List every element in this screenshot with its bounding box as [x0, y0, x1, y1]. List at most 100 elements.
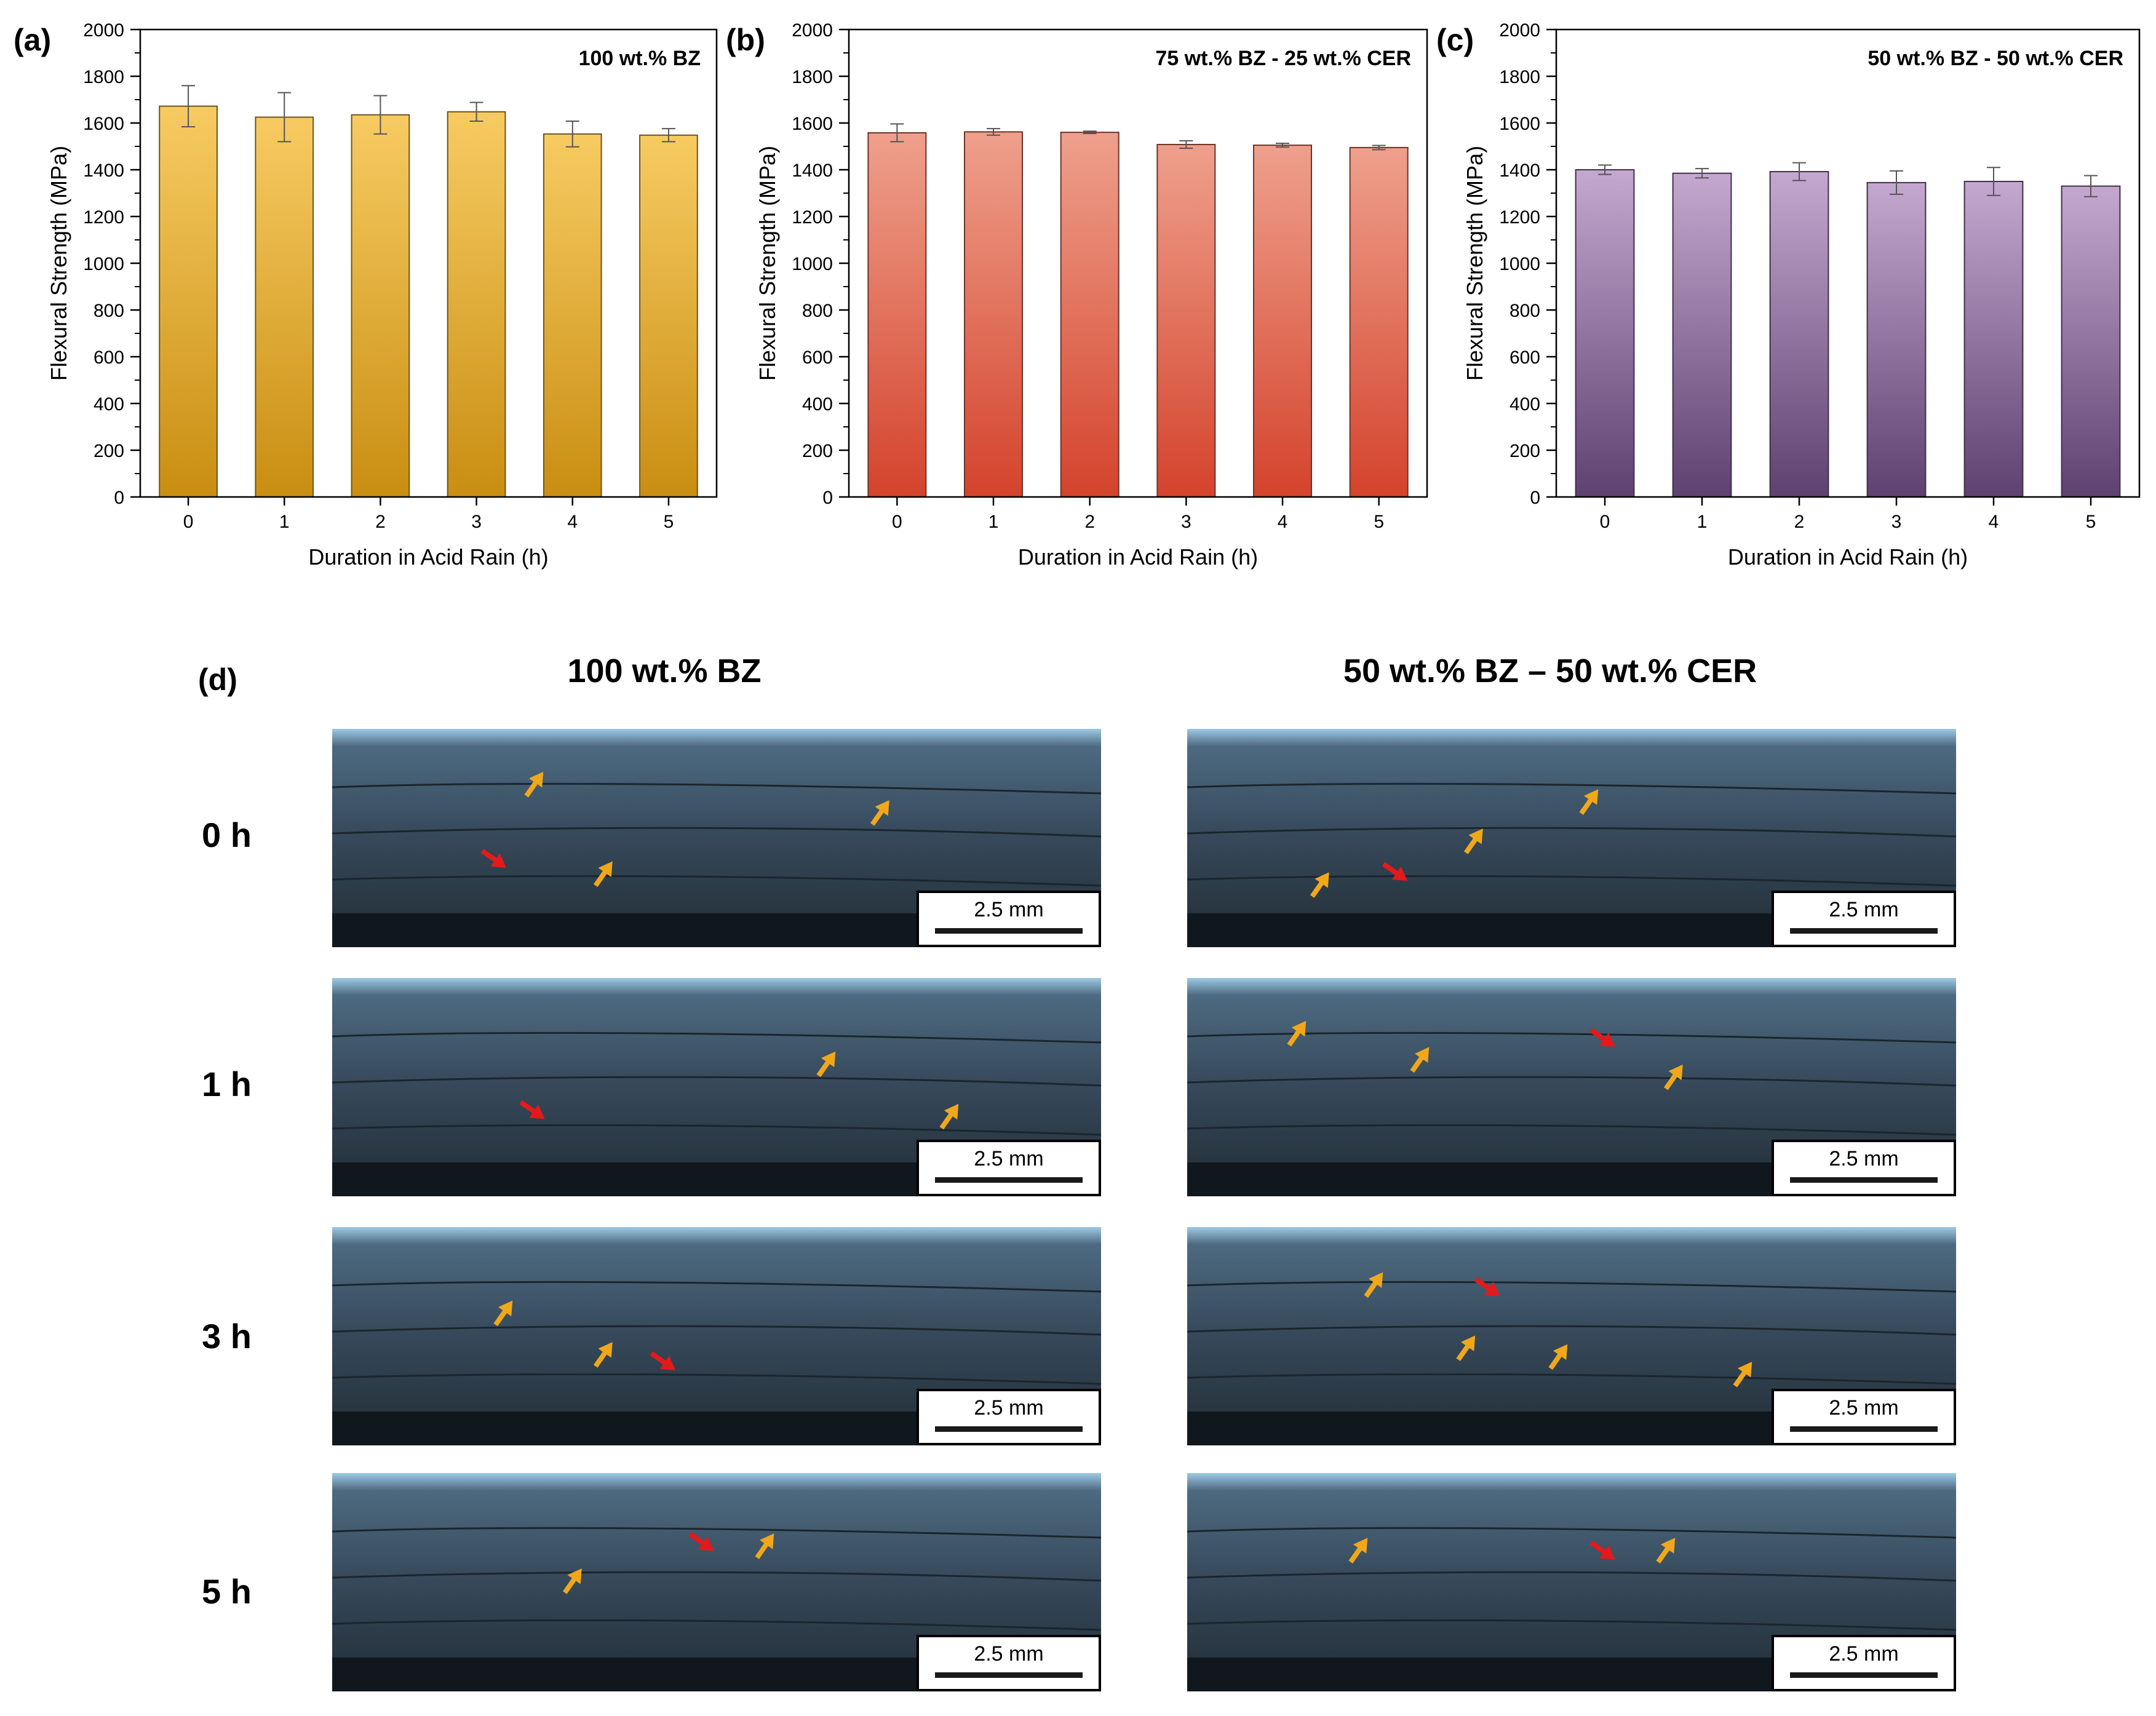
crack-arrow-icon	[562, 1568, 582, 1594]
bar-1	[255, 116, 314, 498]
y-tick-label: 1800	[83, 67, 124, 87]
crack-arrow-icon	[593, 1342, 613, 1368]
ply-boundary	[332, 875, 1102, 887]
micrograph-3h-bz-cer: 2.5 mm	[1187, 1227, 1957, 1445]
bar-0	[867, 132, 927, 498]
bar-1	[1672, 172, 1732, 498]
y-tick-label: 2000	[1499, 20, 1540, 41]
scale-bar: 2.5 mm	[917, 1389, 1101, 1445]
bar-2	[1060, 132, 1120, 498]
panel-label: (a)	[14, 23, 51, 57]
bar-4	[1253, 145, 1312, 498]
y-tick-label: 1600	[792, 114, 833, 134]
y-tick-label: 2000	[83, 20, 124, 41]
scale-bar-line	[1790, 1177, 1938, 1183]
ply-boundary	[332, 1124, 1102, 1136]
ply-boundary	[1187, 1031, 1957, 1044]
x-tick-label: 1	[988, 512, 999, 532]
fracture-arrow-icon	[650, 1351, 676, 1370]
scale-bar-line	[1790, 1426, 1938, 1432]
y-tick-label: 1400	[83, 161, 124, 181]
y-tick-label: 1600	[1499, 114, 1540, 134]
bar-1	[964, 131, 1023, 498]
scale-bar: 2.5 mm	[1772, 1635, 1956, 1691]
ply-boundary	[1187, 1527, 1957, 1539]
row-label-5h: 5 h	[202, 1572, 252, 1611]
y-tick-label: 0	[822, 488, 833, 508]
y-axis-label: Flexural Strength (MPa)	[1462, 146, 1487, 381]
crack-arrow-icon	[593, 861, 613, 888]
crack-arrow-icon	[1287, 1020, 1307, 1047]
micrograph-3h-bz: 2.5 mm	[332, 1227, 1102, 1445]
row-label-1h: 1 h	[202, 1065, 252, 1103]
crack-arrow-icon	[816, 1051, 836, 1078]
fracture-arrow-icon	[480, 849, 507, 868]
scale-bar-line	[935, 1426, 1083, 1432]
y-tick-label: 1200	[792, 207, 833, 228]
crack-arrow-icon	[524, 771, 544, 798]
crack-arrow-icon	[1579, 789, 1599, 815]
ply-boundary	[332, 1571, 1102, 1582]
panel-label-d: (d)	[198, 662, 237, 697]
y-tick-label: 1400	[792, 161, 833, 181]
crack-arrow-icon	[755, 1533, 774, 1559]
ply-boundary	[332, 1281, 1102, 1293]
scale-bar: 2.5 mm	[1772, 1140, 1956, 1196]
ply-boundary	[1187, 827, 1957, 838]
x-tick-label: 0	[183, 512, 194, 532]
chart-2: 0 200 400 600 800 1000 1200 1400 1600 1800 2000 0 1 2…	[726, 20, 1428, 570]
crack-arrow-icon	[939, 1103, 959, 1130]
crack-arrow-icon	[870, 800, 889, 826]
ply-boundary	[332, 1527, 1102, 1539]
ply-boundary	[1187, 1325, 1957, 1336]
y-tick-label: 600	[93, 348, 124, 368]
y-tick-label: 1800	[792, 67, 833, 87]
scale-bar: 2.5 mm	[917, 1140, 1101, 1196]
x-tick-label: 0	[1600, 512, 1610, 532]
y-axis-label: Flexural Strength (MPa)	[46, 146, 71, 381]
scale-bar: 2.5 mm	[917, 1635, 1101, 1691]
scale-bar-label: 2.5 mm	[974, 1147, 1044, 1170]
ply-boundary	[332, 782, 1102, 795]
plot-frame	[1555, 28, 2141, 498]
y-tick-label: 400	[802, 394, 833, 415]
y-tick-label: 200	[802, 441, 833, 461]
scale-bar-label: 2.5 mm	[1829, 898, 1899, 921]
ply-boundary	[332, 1373, 1102, 1385]
micrograph-1h-bz: 2.5 mm	[332, 978, 1102, 1196]
micrograph-0h-bz: 2.5 mm	[332, 729, 1102, 947]
ply-boundary	[1187, 782, 1957, 795]
y-tick-label: 1200	[1499, 207, 1540, 228]
ply-boundary	[332, 1031, 1102, 1044]
ply-boundary	[1187, 1571, 1957, 1582]
y-tick-label: 800	[802, 301, 833, 321]
panel-label: (b)	[726, 23, 765, 57]
ply-boundary	[332, 1076, 1102, 1087]
x-tick-label: 1	[279, 512, 290, 532]
scale-bar-line	[935, 928, 1083, 934]
x-tick-label: 3	[1891, 512, 1902, 532]
micrograph-5h-bz-cer: 2.5 mm	[1187, 1473, 1957, 1691]
row-label-3h: 3 h	[202, 1317, 252, 1356]
plot-frame	[139, 28, 718, 498]
ply-boundary	[1187, 1076, 1957, 1087]
fracture-arrow-icon	[688, 1531, 714, 1551]
x-tick-label: 1	[1697, 512, 1708, 532]
bar-5	[639, 134, 698, 498]
crack-arrow-icon	[1410, 1047, 1430, 1073]
crack-arrow-icon	[1463, 828, 1483, 854]
fracture-arrow-icon	[1382, 862, 1408, 881]
chart-3: 0 200 400 600 800 1000 1200 1400 1600 1800 2000 0 1 2…	[1436, 20, 2141, 570]
crack-arrow-icon	[1310, 872, 1329, 898]
ply-boundary	[332, 1325, 1102, 1336]
scale-bar: 2.5 mm	[1772, 891, 1956, 947]
bar-2	[351, 114, 410, 498]
crack-arrow-icon	[493, 1300, 513, 1327]
micrograph-0h-bz-cer: 2.5 mm	[1187, 729, 1957, 947]
bar-0	[1575, 169, 1635, 498]
ply-boundary	[1187, 1124, 1957, 1136]
scale-bar-line	[935, 1672, 1083, 1678]
bar-3	[1156, 143, 1216, 498]
x-tick-label: 3	[1181, 512, 1191, 532]
x-tick-label: 2	[375, 512, 386, 532]
